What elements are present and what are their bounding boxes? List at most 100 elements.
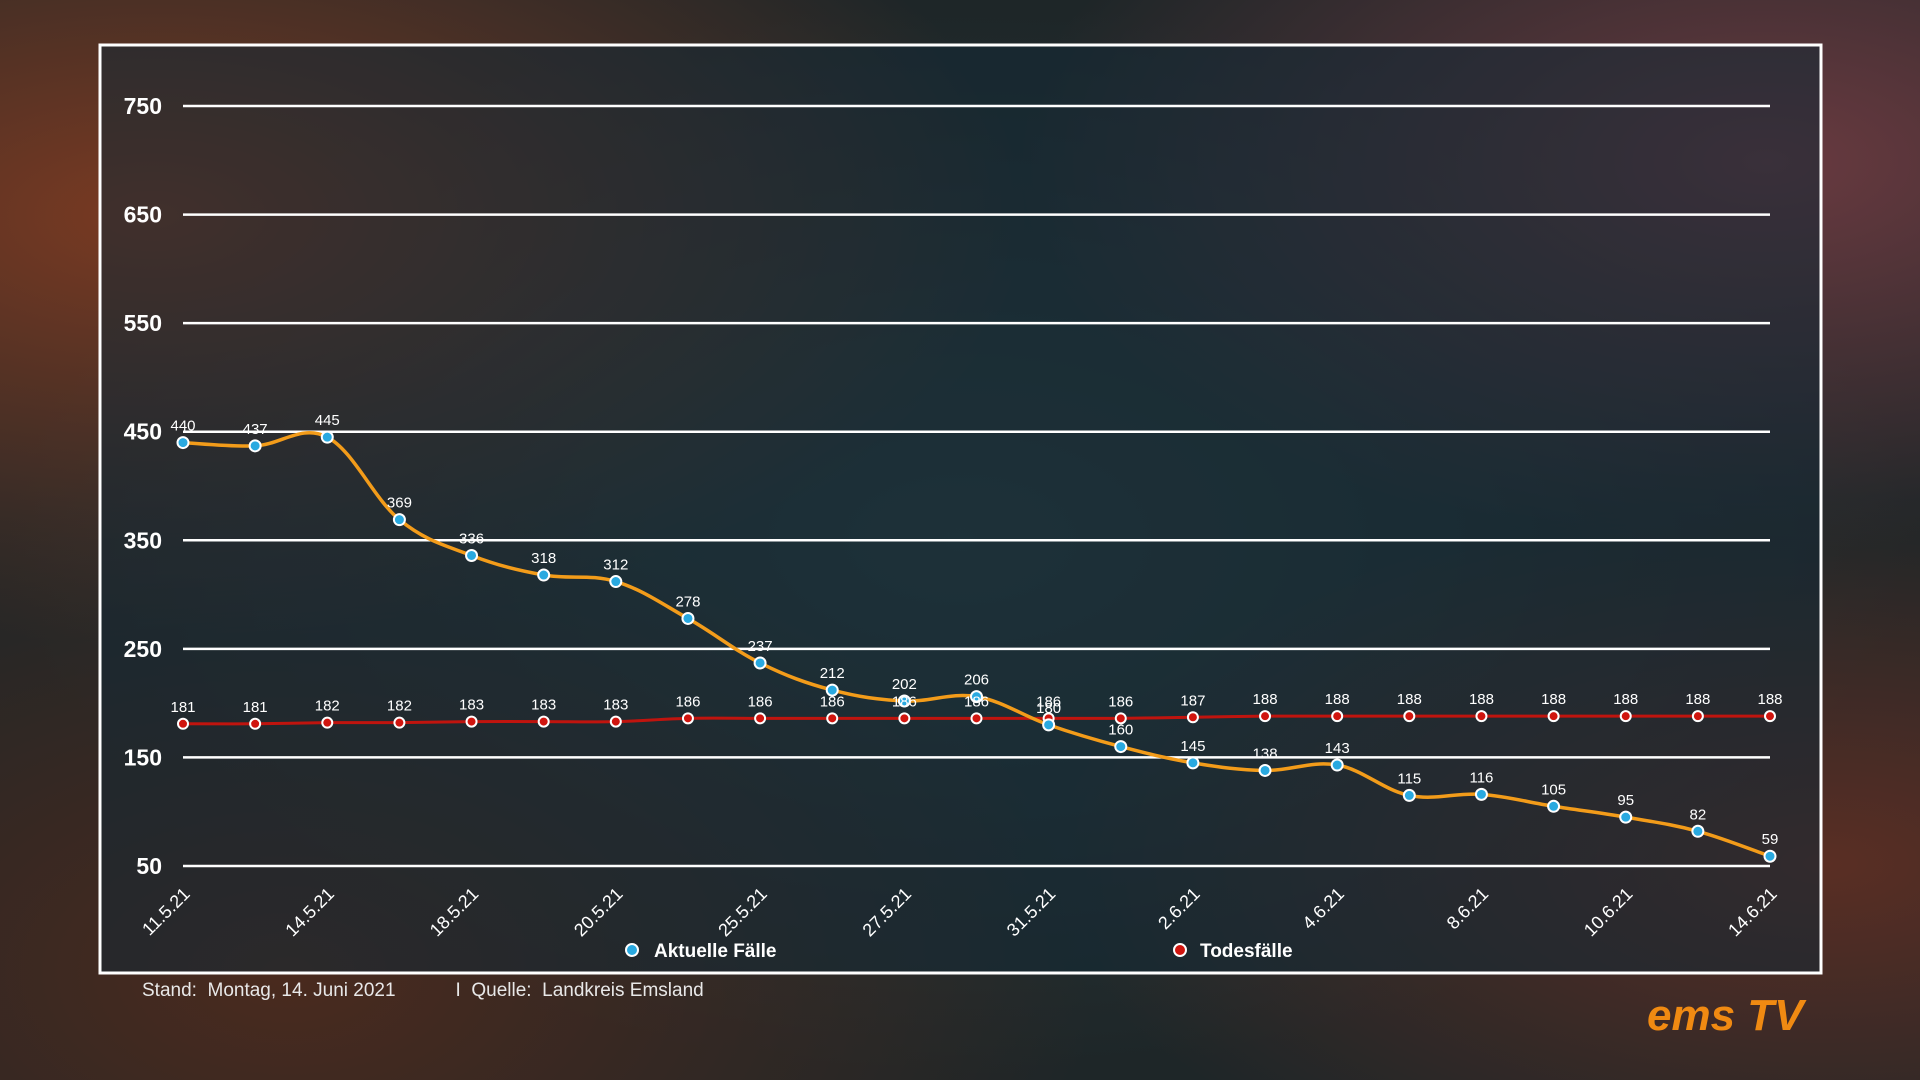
data-point-aktuelle <box>176 436 190 450</box>
data-point-aktuelle <box>1258 763 1272 777</box>
chart-panel <box>98 43 1823 975</box>
data-point-todesfaelle <box>1547 710 1560 723</box>
data-label-aktuelle: 115 <box>1397 770 1421 787</box>
data-label-aktuelle: 143 <box>1325 740 1350 757</box>
data-label-aktuelle: 318 <box>531 550 556 567</box>
data-label-aktuelle: 145 <box>1180 738 1205 755</box>
data-label-todesfaelle: 182 <box>387 698 412 715</box>
data-label-aktuelle: 138 <box>1253 745 1278 762</box>
data-point-todesfaelle <box>1764 710 1776 723</box>
data-point-aktuelle <box>320 430 334 444</box>
data-point-todesfaelle <box>1259 710 1272 723</box>
legend-label-aktuelle: Aktuelle Fälle <box>654 941 777 962</box>
data-label-todesfaelle: 182 <box>315 698 340 715</box>
data-point-aktuelle <box>537 568 551 582</box>
data-point-todesfaelle <box>826 712 839 725</box>
footer-separator: I <box>455 980 461 1001</box>
data-point-todesfaelle <box>249 717 262 730</box>
data-point-todesfaelle <box>1331 710 1344 723</box>
data-label-aktuelle: 206 <box>964 672 989 689</box>
data-point-todesfaelle <box>1403 710 1416 723</box>
data-label-aktuelle: 212 <box>820 665 845 682</box>
data-point-aktuelle <box>1402 788 1416 802</box>
grid: 50 150 250 350 450 550 650 750 <box>124 93 1770 879</box>
legend-marker-todesfaelle <box>1173 943 1187 957</box>
data-label-todesfaelle: 188 <box>1613 691 1638 708</box>
data-point-todesfaelle <box>321 716 334 729</box>
data-label-aktuelle: 180 <box>1036 700 1061 717</box>
data-point-aktuelle <box>1186 756 1200 770</box>
data-label-todesfaelle: 181 <box>170 699 195 716</box>
legend-label-todesfaelle: Todesfälle <box>1200 941 1293 962</box>
data-point-aktuelle <box>609 575 623 589</box>
series-layer <box>176 430 1777 863</box>
data-point-aktuelle <box>897 694 911 708</box>
data-label-todesfaelle: 183 <box>531 697 556 714</box>
source-value: Landkreis Emsland <box>542 980 704 1001</box>
logo-text: ems TV <box>1647 991 1807 1038</box>
legend-item-aktuelle: Aktuelle Fälle <box>625 941 777 962</box>
data-label-todesfaelle: 186 <box>675 693 700 710</box>
y-tick-label: 550 <box>124 310 162 336</box>
y-tick-label: 750 <box>124 93 162 119</box>
data-point-aktuelle <box>465 548 479 562</box>
data-label-aktuelle: 95 <box>1617 792 1634 809</box>
data-label-todesfaelle: 186 <box>892 693 917 710</box>
data-point-aktuelle <box>825 683 839 697</box>
data-label-todesfaelle: 186 <box>820 693 845 710</box>
data-point-todesfaelle <box>898 712 911 725</box>
legend-marker-aktuelle <box>625 943 639 957</box>
data-label-aktuelle: 237 <box>748 638 773 655</box>
data-point-todesfaelle <box>465 715 478 728</box>
ems-tv-logo: ems TV <box>1647 991 1807 1038</box>
y-tick-label: 450 <box>124 419 162 445</box>
data-label-todesfaelle: 186 <box>1036 693 1061 710</box>
data-label-todesfaelle: 188 <box>1325 691 1350 708</box>
data-point-aktuelle <box>392 513 406 527</box>
data-point-todesfaelle <box>970 712 983 725</box>
data-point-todesfaelle <box>177 717 189 730</box>
data-label-todesfaelle: 181 <box>243 699 268 716</box>
data-label-aktuelle: 202 <box>892 676 917 693</box>
y-tick-label: 350 <box>124 527 162 553</box>
data-point-aktuelle <box>970 690 983 704</box>
data-label-todesfaelle: 188 <box>1541 691 1566 708</box>
stand-label: Stand: <box>142 980 197 1001</box>
data-point-todesfaelle <box>1691 710 1704 723</box>
data-label-todesfaelle: 186 <box>748 693 773 710</box>
data-point-aktuelle <box>753 656 767 670</box>
data-point-aktuelle <box>1619 810 1633 824</box>
data-label-aktuelle: 437 <box>243 421 268 438</box>
data-label-aktuelle: 440 <box>170 418 195 435</box>
footer: Stand: Montag, 14. Juni 2021 I Quelle: La… <box>142 980 704 1002</box>
data-point-todesfaelle <box>681 712 694 725</box>
data-label-todesfaelle: 183 <box>603 697 628 714</box>
data-point-todesfaelle <box>537 715 550 728</box>
data-point-todesfaelle <box>609 715 622 728</box>
data-point-aktuelle <box>1691 824 1705 838</box>
data-point-aktuelle <box>1114 740 1128 754</box>
data-point-aktuelle <box>1042 718 1056 732</box>
data-label-todesfaelle: 186 <box>964 693 989 710</box>
source-label: Quelle: <box>471 980 532 1001</box>
data-point-aktuelle <box>1474 787 1488 801</box>
data-point-todesfaelle <box>1619 710 1632 723</box>
data-point-todesfaelle <box>393 716 406 729</box>
data-label-aktuelle: 278 <box>675 593 700 610</box>
data-point-aktuelle <box>1330 758 1344 772</box>
data-label-todesfaelle: 188 <box>1469 691 1494 708</box>
series-line-aktuelle <box>182 431 1771 858</box>
data-label-todesfaelle: 188 <box>1253 691 1278 708</box>
data-label-todesfaelle: 183 <box>459 697 484 714</box>
y-tick-label: 650 <box>124 202 162 228</box>
data-point-todesfaelle <box>754 712 767 725</box>
data-label-aktuelle: 445 <box>315 412 340 429</box>
data-label-todesfaelle: 186 <box>1108 693 1133 710</box>
data-label-aktuelle: 369 <box>387 495 412 512</box>
data-labels: 181 181 182 182 183 183 183 186 186 186 186 186 186 1… <box>170 412 1782 848</box>
data-point-aktuelle <box>1763 849 1777 863</box>
y-tick-label: 250 <box>124 636 162 662</box>
legend: Aktuelle Fälle Todesfälle <box>625 941 1293 962</box>
data-point-aktuelle <box>1547 799 1561 813</box>
